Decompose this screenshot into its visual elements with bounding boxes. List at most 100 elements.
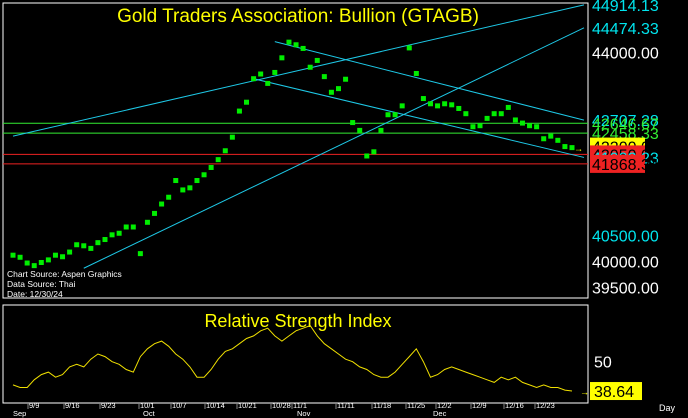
- price-axis-label: 44474.33: [592, 21, 659, 38]
- price-point: [17, 254, 23, 260]
- x-axis-label: 11/1: [293, 401, 307, 410]
- x-axis-label: 9/16: [65, 401, 80, 410]
- price-point: [420, 96, 426, 102]
- price-point: [470, 124, 476, 130]
- price-point: [505, 104, 511, 110]
- price-point: [244, 99, 250, 105]
- price-point: [173, 178, 179, 184]
- last-price-arrow: →: [574, 144, 583, 154]
- x-axis-label: 12/23: [536, 401, 555, 410]
- price-point: [519, 120, 525, 126]
- x-axis-label: 11/25: [407, 401, 425, 410]
- price-point: [109, 232, 115, 238]
- price-axis-label: 40000.00: [592, 254, 659, 271]
- x-axis-label: 12/16: [505, 401, 524, 410]
- price-point: [159, 201, 165, 207]
- price-point: [130, 224, 136, 230]
- x-axis-label: 10/1: [140, 401, 155, 410]
- source-line: Date: 12/30/24: [7, 289, 63, 299]
- price-point: [137, 251, 143, 257]
- price-point: [166, 194, 172, 200]
- price-point: [286, 39, 292, 45]
- rsi-title: Relative Strength Index: [204, 311, 391, 331]
- rsi-line: [12, 324, 573, 392]
- price-point: [406, 45, 412, 51]
- price-point: [95, 240, 101, 246]
- x-axis-label: 10/7: [172, 401, 187, 410]
- price-point: [442, 101, 448, 107]
- price-point: [498, 111, 504, 117]
- price-point: [88, 245, 94, 251]
- price-axis-label: 42707.28: [592, 113, 659, 130]
- x-axis-label: 12/9: [472, 401, 487, 410]
- price-point: [569, 145, 575, 151]
- source-line: Data Source: Thai: [7, 279, 75, 289]
- rsi-arrow: →: [580, 387, 589, 397]
- price-point: [562, 144, 568, 150]
- price-point: [427, 101, 433, 107]
- price-point: [555, 137, 561, 143]
- trendline: [83, 27, 585, 269]
- price-point: [491, 111, 497, 117]
- trendline: [274, 41, 585, 121]
- x-axis-label: 10/21: [238, 401, 257, 410]
- x-axis-label: 9/23: [101, 401, 116, 410]
- price-point: [534, 124, 540, 130]
- price-point: [300, 45, 306, 51]
- price-point: [477, 123, 483, 129]
- rsi-value-box: [590, 382, 642, 401]
- price-point: [343, 76, 349, 82]
- price-point: [60, 254, 66, 260]
- price-point: [541, 136, 547, 142]
- price-point: [229, 134, 235, 140]
- price-point: [328, 89, 334, 95]
- price-point: [435, 103, 441, 109]
- price-point: [279, 55, 285, 61]
- price-point: [144, 219, 150, 225]
- price-point: [371, 149, 377, 155]
- price-point: [152, 210, 158, 216]
- price-point: [81, 243, 87, 249]
- period-label: Day: [659, 403, 676, 413]
- price-axis-label: 41868.34: [592, 157, 659, 174]
- price-axis-label: 39500.00: [592, 281, 659, 298]
- price-point: [413, 70, 419, 76]
- month-label: Sep: [13, 409, 26, 418]
- price-point: [350, 120, 356, 126]
- price-axis-label: 44000.00: [592, 46, 659, 63]
- price-point: [52, 252, 58, 258]
- price-point: [102, 237, 108, 243]
- price-point: [74, 242, 80, 248]
- price-point: [548, 133, 554, 139]
- price-point: [208, 164, 214, 170]
- price-point: [31, 263, 37, 269]
- trendline: [12, 4, 585, 137]
- x-axis-label: 10/28: [272, 401, 291, 410]
- price-point: [10, 252, 16, 258]
- price-point: [215, 157, 221, 163]
- price-point: [251, 76, 257, 82]
- price-point: [456, 105, 462, 111]
- price-point: [335, 86, 341, 92]
- price-point: [293, 42, 299, 48]
- source-line: Chart Source: Aspen Graphics: [7, 269, 122, 279]
- month-label: Dec: [433, 409, 447, 418]
- rsi-axis-label: 50: [594, 355, 612, 372]
- price-point: [222, 148, 228, 154]
- price-point: [527, 123, 533, 129]
- rsi-panel-border: [2, 304, 589, 404]
- price-point: [38, 259, 44, 265]
- rsi-value: 38.64: [594, 384, 634, 401]
- price-point: [399, 103, 405, 109]
- price-point: [463, 111, 469, 117]
- price-point: [378, 127, 384, 133]
- price-point: [45, 257, 51, 263]
- price-point: [236, 108, 242, 114]
- price-point: [265, 80, 271, 86]
- chart-title: Gold Traders Association: Bullion (GTAGB…: [117, 6, 479, 27]
- month-label: Oct: [143, 409, 156, 418]
- price-point: [484, 115, 490, 121]
- price-panel-border: [2, 2, 589, 299]
